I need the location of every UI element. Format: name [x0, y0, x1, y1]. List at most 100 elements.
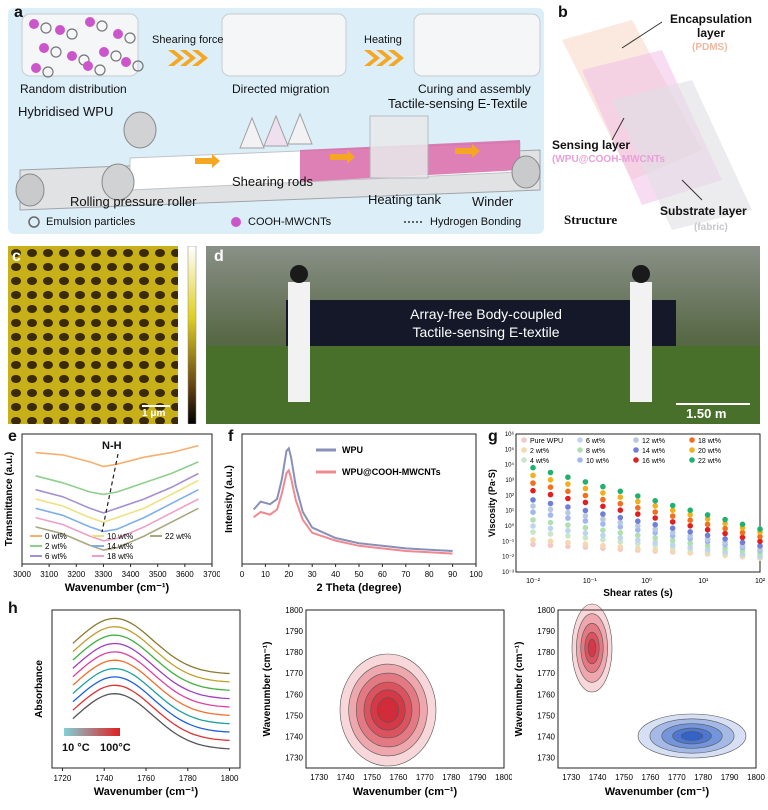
scatter-point: [547, 542, 554, 549]
afm-image: [8, 245, 197, 425]
panel-c: c 1 μm: [8, 245, 202, 425]
scatter-point: [565, 509, 571, 516]
scatter-point: [652, 509, 658, 515]
cnt-particle: [99, 47, 109, 57]
layer-substrate: Substrate layer: [660, 204, 747, 218]
scatter-point: [600, 516, 606, 523]
x-tick-label: 100: [469, 570, 483, 579]
panel-g: 10⁻² 10⁻¹ 10⁰ 10¹ 10² 10⁻³ 10⁻² 10⁻¹ 10⁰ 10¹ 10² 10…: [486, 428, 768, 600]
scatter-point: [635, 537, 641, 543]
chart-g: 10⁻² 10⁻¹ 10⁰ 10¹ 10² 10⁻³ 10⁻² 10⁻¹ 10⁰ 10¹ 10² 10…: [487, 431, 766, 599]
scatter-point: [565, 522, 571, 528]
contour-level: [587, 638, 597, 658]
scatter-point: [635, 505, 641, 511]
banner-line-2: Tactile-sensing E-textile: [412, 324, 560, 340]
y-tick-label: 10⁴: [505, 462, 515, 469]
scatter-point: [582, 499, 589, 506]
scatter-point: [704, 516, 711, 522]
legend-label: 8 wt%: [586, 448, 605, 455]
y-tick-label: 1800: [285, 606, 303, 615]
scatter-point: [617, 494, 624, 500]
legend-marker: [577, 437, 583, 443]
x-tick-label: 1770: [416, 773, 434, 782]
scatter-point: [617, 530, 624, 536]
series-line: [72, 693, 230, 750]
scatter-point: [565, 533, 571, 539]
legend-label: 16 wt%: [642, 458, 665, 465]
chart-h-middle: 1730 1740 1750 1760 1770 1780 1790 1800 1730 1740…: [262, 606, 512, 798]
scatter-point: [669, 507, 676, 514]
scatter-point: [687, 540, 693, 546]
scatter-point: [530, 497, 536, 503]
legend-label: 0 wt%: [45, 532, 67, 541]
scatter-point: [547, 491, 554, 498]
legend-label: 10 wt%: [107, 532, 133, 541]
scatter-point: [669, 519, 676, 525]
scatter-point: [739, 529, 746, 536]
scatter-point: [547, 500, 554, 507]
scatter-point: [635, 545, 641, 552]
legend-marker: [521, 457, 527, 463]
scatter-point: [757, 543, 763, 549]
legend-label: Pure WPU: [530, 438, 563, 445]
legend-label: 14 wt%: [107, 542, 133, 551]
x-tick-label: 1740: [337, 773, 355, 782]
scatter-point: [547, 512, 554, 518]
legend-label: 2 wt%: [530, 448, 549, 455]
x-tick-label: 1750: [615, 773, 633, 782]
emulsion-particle: [40, 22, 52, 34]
scatter-point: [652, 535, 658, 541]
series-line: [35, 472, 199, 514]
arrow-label-heating: Heating: [364, 34, 402, 46]
layer-sensing-material: (WPU@COOH-MWCNTs: [552, 154, 665, 165]
scatter-point: [530, 503, 536, 509]
legend-label: 6 wt%: [45, 552, 67, 561]
scatter-point: [757, 533, 763, 540]
scatter-point: [687, 529, 693, 535]
series-line: [72, 651, 230, 708]
scatter-point: [530, 487, 536, 494]
x-axis-label: Wavenumber (cm⁻¹): [94, 786, 199, 798]
scatter-point: [547, 477, 554, 483]
panel-h: 1720 1740 1760 1780 1800 Wavenumber (cm⁻¹) Abs…: [0, 600, 768, 810]
scatter-point: [617, 514, 624, 521]
scatter-point: [722, 530, 728, 537]
scatter-point: [600, 490, 606, 496]
legend-marker: [633, 447, 639, 453]
y-tick-label: 1730: [537, 753, 555, 762]
x-tick-label: 3000: [13, 570, 31, 579]
legend-hbond: Hydrogen Bonding: [430, 216, 522, 228]
legend-marker: [689, 447, 695, 453]
x-tick-label: 10²: [755, 578, 766, 585]
legend-label: 2 wt%: [45, 542, 67, 551]
emulsion-particle: [94, 64, 106, 76]
x-tick-label: 1720: [54, 774, 72, 783]
y-tick-label: 10⁻¹: [502, 539, 514, 545]
scatter-point: [652, 498, 658, 504]
y-tick-label: 1730: [285, 753, 303, 762]
y-axis-label: Absorbance: [34, 660, 45, 718]
scatter-point: [652, 526, 658, 532]
scatter-point: [530, 509, 536, 515]
temp-low: 10 °C: [62, 742, 90, 754]
y-tick-label: 1780: [537, 648, 555, 657]
legend-label: 14 wt%: [642, 448, 665, 455]
y-axis-label: Intensity (a.u.): [224, 465, 235, 533]
series-line: [72, 617, 230, 675]
cnt-particle: [85, 17, 95, 27]
series-line: [35, 488, 199, 533]
series-line: [35, 507, 199, 551]
x-tick-label: 3600: [176, 570, 194, 579]
scatter-point: [530, 480, 536, 486]
scatter-point: [530, 472, 536, 479]
y-axis-label: Wavenumber (cm⁻¹): [514, 642, 525, 737]
scatter-point: [669, 542, 676, 548]
scatter-point: [565, 539, 571, 546]
photo: [206, 246, 760, 424]
x-tick-label: 1780: [442, 773, 460, 782]
series-line: [72, 667, 230, 725]
scatter-point: [547, 484, 554, 490]
scatter-point: [530, 541, 536, 548]
scatter-point: [600, 542, 606, 549]
series-line: [35, 498, 199, 542]
